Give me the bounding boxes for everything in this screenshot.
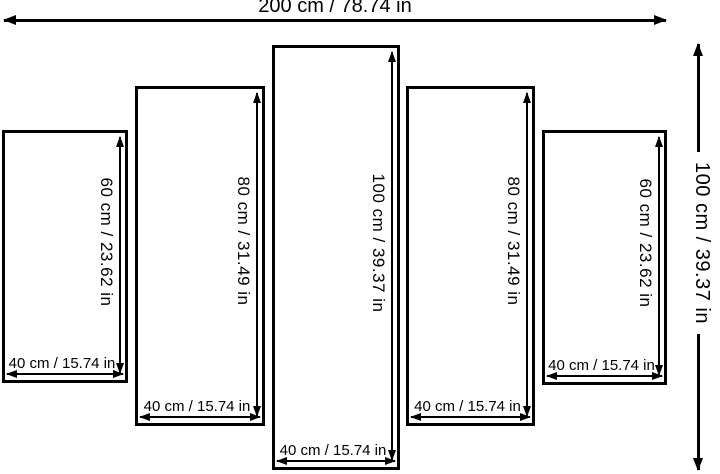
panel-1-width-label: 40 cm / 15.74 in	[8, 355, 116, 372]
panel-5-width-arrow	[546, 372, 663, 380]
panel-3-width-arrow	[276, 457, 396, 465]
total-width-label: 200 cm / 78.74 in	[258, 0, 412, 17]
panel-4-height-arrow	[523, 92, 531, 417]
panel-1: 60 cm / 23.62 in 40 cm / 15.74 in	[2, 130, 128, 383]
panel-3-height-label: 100 cm / 39.37 in	[369, 173, 388, 312]
panel-4-height-label: 80 cm / 31.49 in	[504, 176, 523, 306]
panel-5-height-arrow	[655, 136, 663, 376]
panel-1-width-arrow	[6, 370, 124, 378]
total-height-label: 100 cm / 39.37 in	[688, 152, 715, 334]
panel-1-height-label: 60 cm / 23.62 in	[97, 177, 116, 306]
panel-4-width-arrow	[410, 413, 531, 421]
total-width-dimension-arrow: 200 cm / 78.74 in	[3, 0, 667, 25]
panel-5: 60 cm / 23.62 in 40 cm / 15.74 in	[542, 130, 667, 385]
total-height-dimension-arrow: 100 cm / 39.37 in	[688, 43, 715, 471]
panel-2-height-arrow	[253, 92, 261, 417]
panel-5-width-label: 40 cm / 15.74 in	[548, 357, 655, 374]
panel-4: 80 cm / 31.49 in 40 cm / 15.74 in	[406, 86, 535, 426]
panel-4-width-label: 40 cm / 15.74 in	[414, 398, 521, 415]
panel-5-height-label: 60 cm / 23.62 in	[636, 178, 655, 307]
panel-2: 80 cm / 31.49 in 40 cm / 15.74 in	[135, 86, 265, 426]
panel-3-height-arrow	[388, 51, 396, 461]
panel-1-height-arrow	[116, 136, 124, 374]
panel-3-width-label: 40 cm / 15.74 in	[279, 442, 387, 459]
panel-2-height-label: 80 cm / 31.49 in	[234, 176, 253, 306]
panel-2-width-arrow	[139, 413, 261, 421]
panel-3: 100 cm / 39.37 in 40 cm / 15.74 in	[272, 45, 400, 470]
panel-2-width-label: 40 cm / 15.74 in	[143, 398, 251, 415]
